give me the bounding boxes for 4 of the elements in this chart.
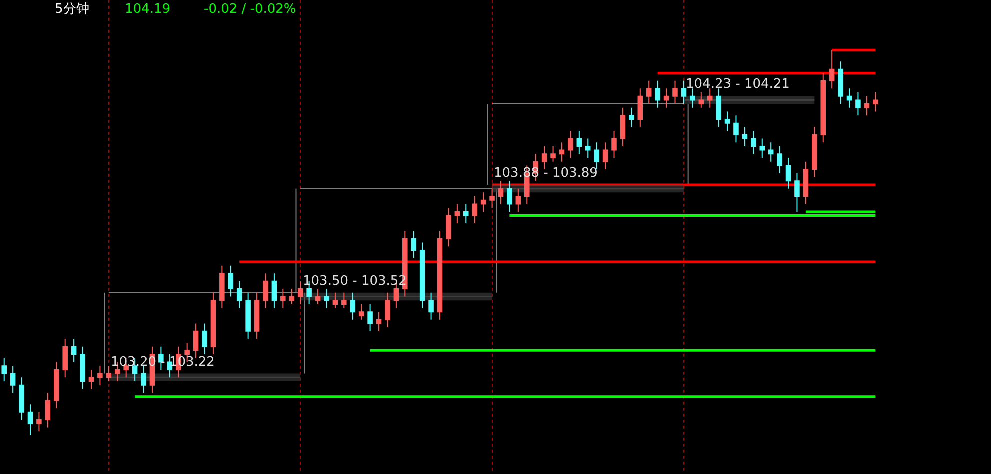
text: 5分钟	[55, 2, 90, 17]
text: 104.19	[125, 2, 170, 17]
text: -0.02 / -0.02%	[204, 2, 296, 17]
annotation: 104.23 - 104.21	[686, 77, 790, 92]
